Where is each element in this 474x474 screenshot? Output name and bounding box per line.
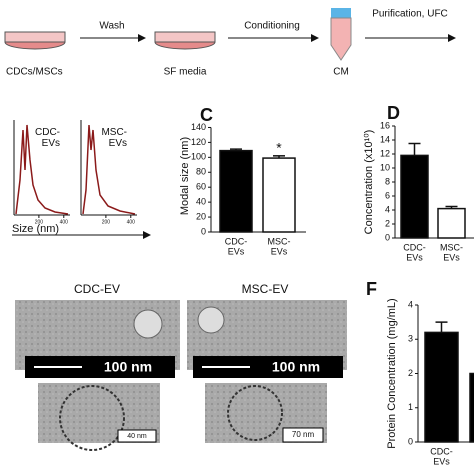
vesicle: [59, 385, 125, 451]
tube: [330, 17, 352, 61]
bar: [219, 149, 253, 233]
nta: Size (nm): [12, 120, 151, 239]
tem-title: CDC-EV: [74, 282, 120, 296]
vesicle: [227, 385, 283, 441]
y-tick-label: 3: [408, 334, 413, 344]
dish: [154, 31, 216, 43]
y-tick-label: 2: [385, 218, 390, 228]
y-tick-label: 4: [408, 299, 413, 309]
x-tick-label: EVs: [406, 252, 423, 262]
tube-cap: [331, 8, 351, 18]
scale-label: 40 nm: [127, 433, 147, 440]
panel-label: D: [387, 103, 400, 123]
y-tick-label: 10: [380, 162, 390, 172]
y-axis-label: Protein Concentration (mg/mL): [386, 298, 398, 448]
step-label: SF media: [164, 67, 207, 78]
bar: [469, 372, 474, 443]
nta-trace: [82, 124, 136, 215]
scale-box: [25, 356, 175, 378]
scale-box: [117, 429, 157, 443]
x-tick-label: EVs: [271, 246, 288, 256]
axis-label: Size (nm): [12, 223, 59, 235]
y-tick-label: 8: [385, 176, 390, 186]
workflow: CDCs/MSCs SF media CM Wash Conditioning …: [4, 8, 456, 78]
y-tick-label: 80: [196, 167, 206, 177]
x-tick-label: CDC-: [430, 446, 453, 456]
scale-label: 100 nm: [104, 359, 152, 375]
step-label: CM: [333, 67, 349, 78]
scale-label: 100 nm: [272, 359, 320, 375]
arrow-label: Purification, UFC: [372, 9, 448, 20]
dish: [4, 31, 66, 43]
y-axis-label: Concentration (x10¹⁰): [363, 130, 375, 235]
trace-label: CDC-EVs: [35, 127, 60, 149]
panel-label: C: [200, 105, 213, 125]
tem-title: MSC-EV: [242, 282, 289, 296]
x-tick-label: MSC-: [268, 236, 291, 246]
y-tick-label: 6: [385, 190, 390, 200]
x-tick-label: EVs: [443, 252, 460, 262]
tick-label: 400: [60, 219, 69, 225]
y-axis-label: Modal size (nm): [179, 137, 191, 215]
y-tick-label: 60: [196, 182, 206, 192]
tick-label: 400: [127, 219, 136, 225]
tick-label: 200: [102, 219, 111, 225]
y-tick-label: 100: [191, 152, 206, 162]
step-label: CDCs/MSCs: [6, 67, 63, 78]
bar: [400, 154, 429, 239]
x-tick-label: CDC-: [403, 242, 426, 252]
tem: CDC-EV MSC-EV 100 nm 100 nm 40 nm 70 nm: [15, 282, 347, 451]
y-tick-label: 16: [380, 120, 390, 130]
y-tick-label: 12: [380, 148, 390, 158]
y-tick-label: 0: [408, 436, 413, 446]
y-tick-label: 0: [385, 232, 390, 242]
y-tick-label: 20: [196, 211, 206, 221]
x-tick-label: EVs: [433, 456, 450, 466]
y-tick-label: 0: [201, 226, 206, 236]
bar: [437, 207, 466, 239]
vesicle: [133, 309, 163, 339]
scale-box: [193, 356, 343, 378]
vesicle: [197, 306, 225, 334]
arrow-label: Wash: [99, 21, 124, 32]
nta-trace: [15, 124, 69, 215]
y-tick-label: 120: [191, 137, 206, 147]
y-tick-label: 4: [385, 204, 390, 214]
x-tick-label: CDC-: [225, 236, 248, 246]
y-tick-label: 140: [191, 122, 206, 132]
tick-label: 200: [35, 219, 44, 225]
x-tick-label: MSC-: [440, 242, 463, 252]
trace-label: MSC-EVs: [101, 127, 127, 149]
y-tick-label: 1: [408, 402, 413, 412]
panel-label: F: [366, 279, 377, 299]
annotation: *: [276, 140, 282, 156]
arrow-label: Conditioning: [244, 21, 300, 32]
x-tick-label: EVs: [228, 246, 245, 256]
y-tick-label: 2: [408, 368, 413, 378]
scale-box: [282, 427, 324, 443]
bar: [424, 331, 459, 443]
bar: [262, 157, 296, 233]
y-tick-label: 14: [380, 134, 390, 144]
scale-label: 70 nm: [292, 430, 315, 439]
y-tick-label: 40: [196, 197, 206, 207]
